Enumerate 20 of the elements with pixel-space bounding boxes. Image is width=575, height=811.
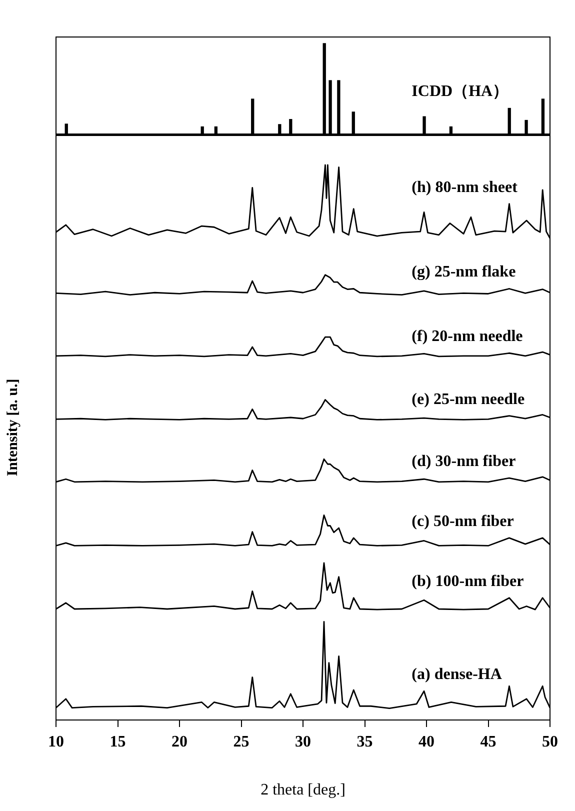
series-label: (h) 80-nm sheet xyxy=(412,178,518,196)
x-tick-label: 30 xyxy=(295,734,311,751)
series-label: (a) dense-HA xyxy=(412,666,502,684)
x-tick-label: 15 xyxy=(110,734,126,751)
series-label: (c) 50-nm fiber xyxy=(412,512,514,530)
x-tick-label: 40 xyxy=(418,734,434,751)
x-tick-label: 50 xyxy=(542,734,558,751)
x-tick-label: 10 xyxy=(48,734,64,751)
series-label: ICDD（HA） xyxy=(412,83,509,100)
y-axis-title: Intensity [a. u.] xyxy=(4,378,21,476)
series-label: (f) 20-nm needle xyxy=(412,328,523,346)
x-tick-label: 25 xyxy=(233,734,250,751)
series-label: (b) 100-nm fiber xyxy=(412,572,524,590)
x-tick-label: 20 xyxy=(172,734,188,751)
series-label: (d) 30-nm fiber xyxy=(412,453,516,470)
series-label: (g) 25-nm flake xyxy=(412,264,516,281)
x-tick-label: 35 xyxy=(356,734,373,751)
series-label: (e) 25-nm needle xyxy=(412,390,525,408)
x-tick-label: 45 xyxy=(480,734,496,751)
x-axis-title: 2 theta [deg.] xyxy=(260,782,346,799)
